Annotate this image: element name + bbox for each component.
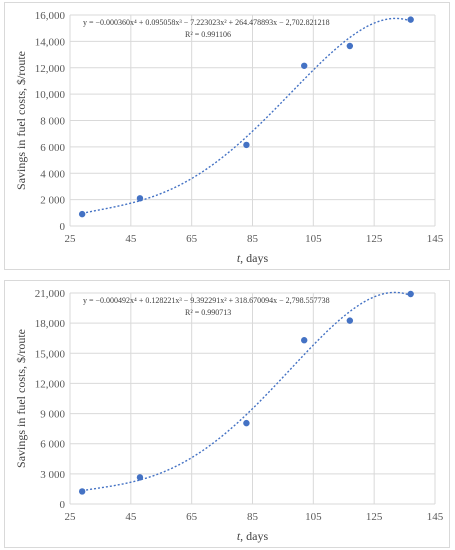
chart-bottom-svg: 0 3 000 6 000 9 000 12,000 15,000 18,000 21,000… xyxy=(14,288,444,543)
chart-top-svg: 0 2 000 4 000 6 000 8 000 10,000 12,000 14,000 1… xyxy=(14,10,444,265)
y-tick-label: 0 xyxy=(60,499,66,511)
data-point xyxy=(301,62,308,69)
data-point xyxy=(301,337,308,344)
x-axis-title-unit: , days xyxy=(240,251,268,265)
x-tick-label: 125 xyxy=(366,233,383,245)
trendline-r-squared: R² = 0.990713 xyxy=(185,308,231,317)
x-tick-label: 25 xyxy=(65,511,77,523)
x-axis-title: t, days xyxy=(237,251,269,265)
y-tick-label: 4 000 xyxy=(40,168,65,180)
y-tick-label: 6 000 xyxy=(40,142,65,154)
x-axis-title: t, days xyxy=(237,529,269,543)
x-tick-label: 145 xyxy=(427,233,444,245)
x-axis-title-variable: t xyxy=(237,251,241,265)
data-point xyxy=(407,16,414,23)
x-tick-label: 85 xyxy=(247,233,259,245)
data-point xyxy=(78,488,86,495)
y-tick-label: 0 xyxy=(60,221,66,233)
chart-panel-top: 0 2 000 4 000 6 000 8 000 10,000 12,000 14,000 1… xyxy=(4,2,450,270)
y-tick-label: 10,000 xyxy=(35,89,66,101)
data-point xyxy=(243,419,250,427)
trendline-poly4 xyxy=(82,17,411,215)
x-axis-title-unit: , days xyxy=(240,529,268,543)
y-axis-title: Savings in fuel costs, $/route xyxy=(14,329,28,468)
x-tick-label: 85 xyxy=(247,511,259,523)
data-point xyxy=(136,474,144,481)
data-point xyxy=(346,42,354,50)
x-tick-label: 25 xyxy=(65,233,77,245)
y-tick-label: 12,000 xyxy=(35,63,66,75)
x-tick-label: 125 xyxy=(366,511,383,523)
y-tick-label: 8 000 xyxy=(40,116,65,128)
chart-panel-bottom: 0 3 000 6 000 9 000 12,000 15,000 18,000 21,000… xyxy=(4,280,450,548)
x-tick-label: 45 xyxy=(125,511,137,523)
trendline-r-squared: R² = 0.991106 xyxy=(185,30,231,39)
x-tick-label: 145 xyxy=(427,511,444,523)
data-point xyxy=(78,210,86,218)
y-tick-label: 2 000 xyxy=(40,195,65,207)
y-tick-label: 3 000 xyxy=(40,469,65,481)
x-axis-title-variable: t xyxy=(237,529,241,543)
x-tick-label: 65 xyxy=(186,511,198,523)
x-tick-label: 65 xyxy=(186,233,198,245)
y-axis-title: Savings in fuel costs, $/route xyxy=(14,51,28,190)
trendline-equation: y = −0.000360x⁴ + 0.095058x³ − 7.223023x… xyxy=(83,18,330,27)
y-tick-label: 6 000 xyxy=(40,439,65,451)
data-point xyxy=(136,195,144,202)
y-tick-label: 15,000 xyxy=(35,348,66,360)
data-point xyxy=(346,317,354,324)
y-tick-label: 21,000 xyxy=(35,288,66,300)
data-point xyxy=(243,141,250,149)
data-point xyxy=(407,290,414,298)
trendline-poly4 xyxy=(82,291,411,492)
y-tick-label: 18,000 xyxy=(35,318,66,330)
trendline-equation: y = −0.000492x⁴ + 0.128221x³ − 9.392291x… xyxy=(83,296,330,305)
x-tick-label: 105 xyxy=(305,233,322,245)
x-tick-label: 45 xyxy=(125,233,137,245)
y-tick-label: 12,000 xyxy=(35,378,66,390)
x-tick-label: 105 xyxy=(305,511,322,523)
y-tick-label: 9 000 xyxy=(40,409,65,421)
y-tick-label: 16,000 xyxy=(35,10,66,22)
y-tick-label: 14,000 xyxy=(35,36,66,48)
